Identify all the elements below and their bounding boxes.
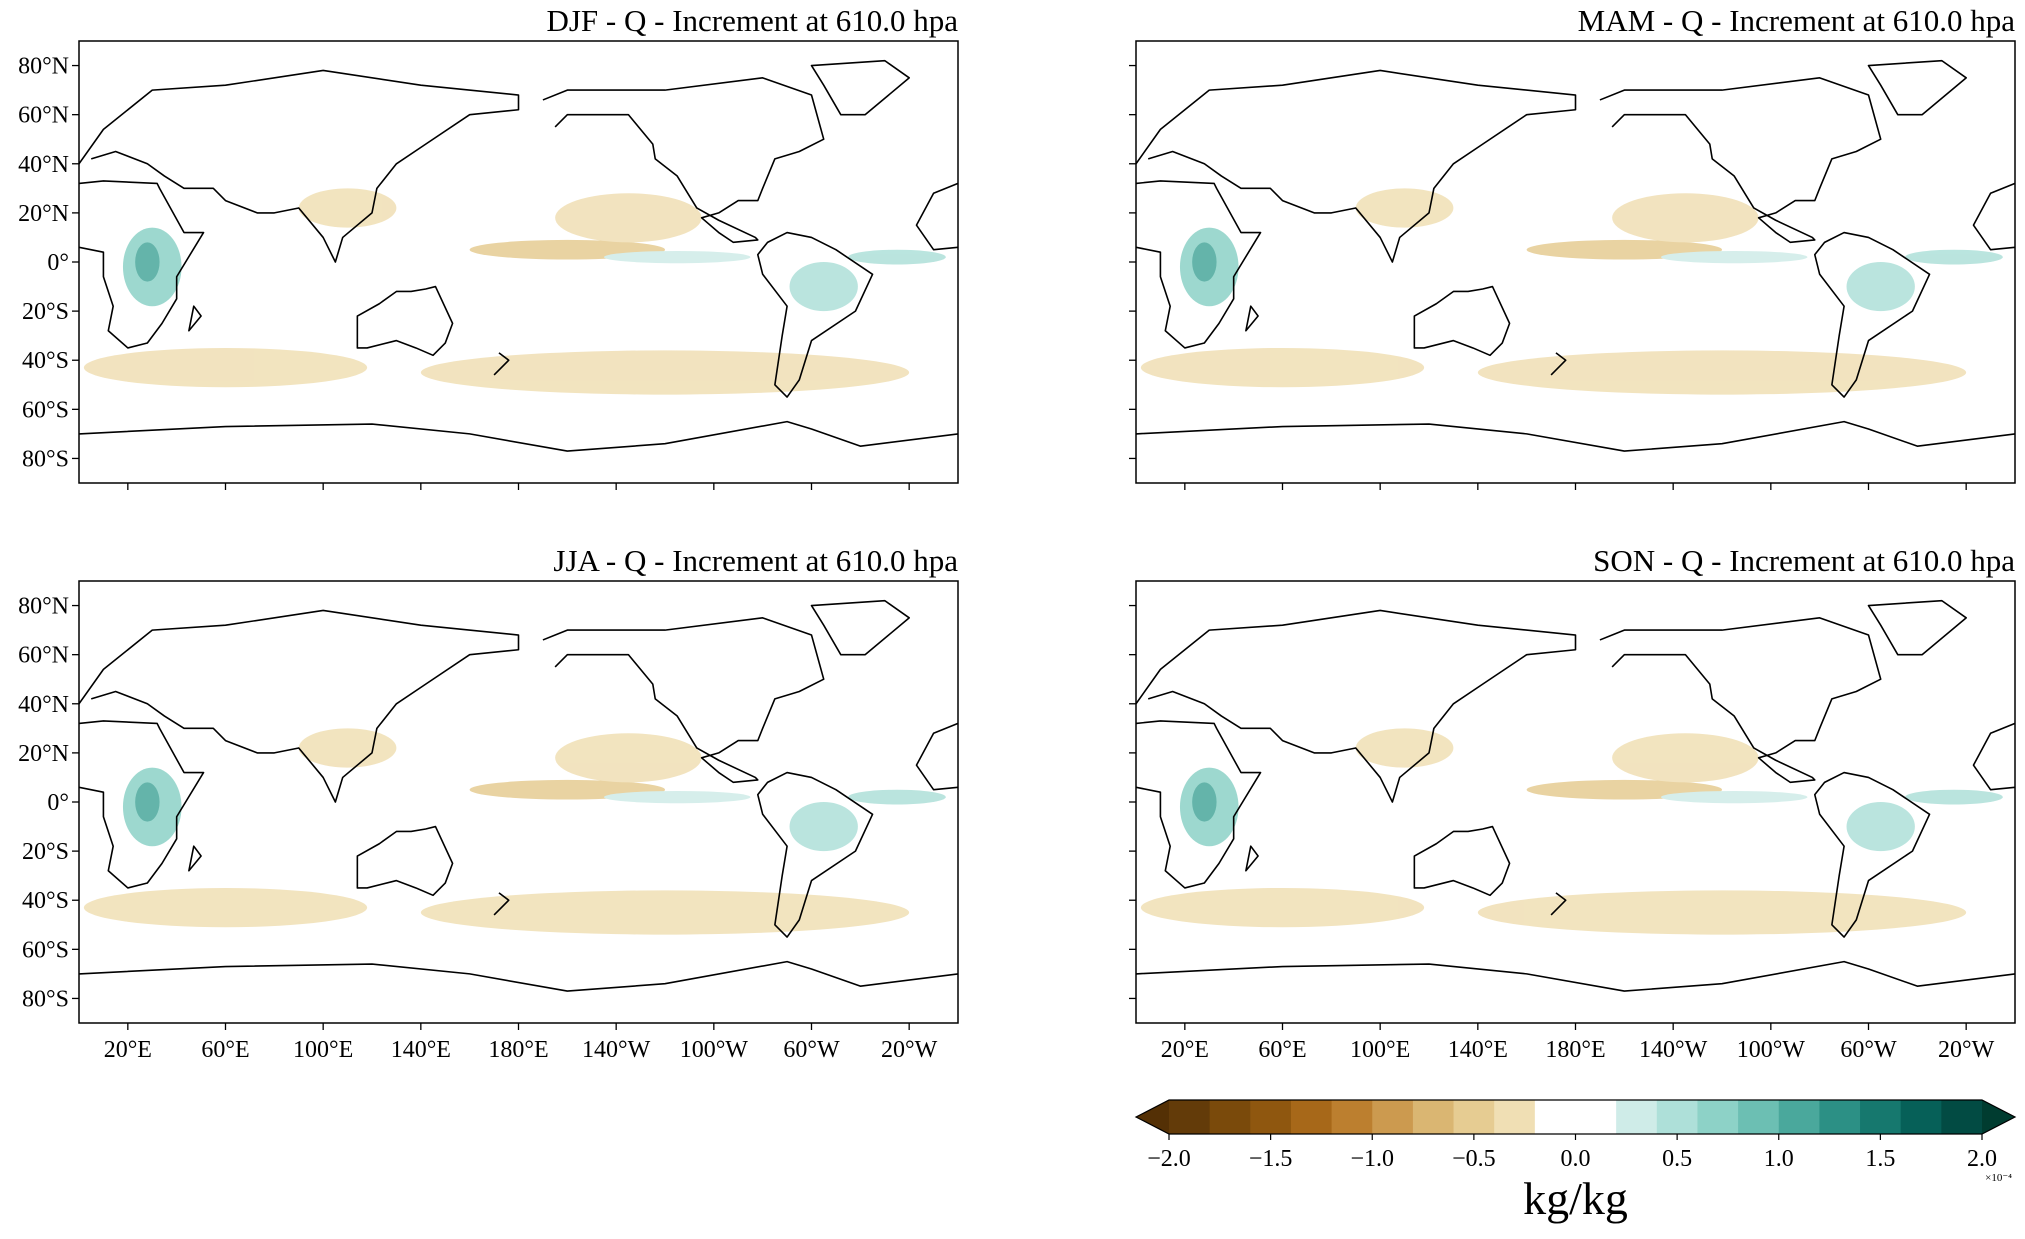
panel-title: DJF - Q - Increment at 610.0 hpa (546, 3, 958, 38)
x-tick-label: 60°W (783, 1037, 840, 1063)
colorbar-segment (1656, 1100, 1698, 1134)
coastlines (1136, 58, 2015, 454)
colorbar-tick-label: 1.0 (1764, 1146, 1794, 1172)
x-tick-label: 140°E (391, 1037, 451, 1063)
y-tick-label: 40°N (18, 152, 69, 178)
x-tick-label: 100°W (1737, 1037, 1806, 1063)
x-tick-label: 100°W (680, 1037, 749, 1063)
map-panel: MAM - Q - Increment at 610.0 hpa (1129, 3, 2016, 490)
colorbar-segment (1494, 1100, 1536, 1134)
y-tick-label: 20°S (22, 839, 69, 865)
y-tick-label: 80°S (22, 446, 69, 472)
colorbar-segment (1331, 1100, 1373, 1134)
colorbar-segment (1738, 1100, 1780, 1134)
x-tick-label: 100°E (293, 1037, 353, 1063)
colorbar-tick-label: 0.0 (1561, 1146, 1591, 1172)
coastlines (79, 598, 958, 994)
y-tick-label: 0° (47, 250, 69, 276)
colorbar-segment (1412, 1100, 1455, 1134)
map (1136, 58, 2015, 454)
colorbar-segment (1941, 1100, 1983, 1134)
colorbar-segment (1290, 1100, 1333, 1134)
coastlines (79, 58, 958, 454)
colorbar-segment (1372, 1100, 1414, 1134)
map (79, 598, 958, 994)
panel-title: JJA - Q - Increment at 610.0 hpa (553, 543, 958, 578)
y-tick-label: 20°N (18, 201, 69, 227)
coastlines (1136, 598, 2015, 994)
colorbar-label: kg/kg (1523, 1173, 1628, 1224)
colorbar-over (1982, 1100, 2015, 1134)
colorbar-segment (1900, 1100, 1942, 1134)
y-tick-label: 20°N (18, 741, 69, 767)
y-tick-label: 80°S (22, 986, 69, 1012)
y-tick-label: 0° (47, 790, 69, 816)
x-tick-label: 60°E (1258, 1037, 1306, 1063)
x-tick-label: 180°E (488, 1037, 548, 1063)
colorbar-segment (1250, 1100, 1292, 1134)
y-tick-label: 60°N (18, 643, 69, 669)
colorbar-segment (1534, 1100, 1576, 1134)
x-tick-label: 60°E (201, 1037, 249, 1063)
x-tick-label: 20°W (881, 1037, 938, 1063)
colorbar-under (1136, 1100, 1169, 1134)
colorbar-segment (1616, 1100, 1658, 1134)
colorbar-tick-label: 2.0 (1967, 1146, 1997, 1172)
colorbar-segment (1453, 1100, 1495, 1134)
x-tick-label: 140°E (1448, 1037, 1508, 1063)
colorbar-segment (1778, 1100, 1820, 1134)
colorbar-segment (1860, 1100, 1902, 1134)
colorbar-tick-label: −0.5 (1452, 1146, 1496, 1172)
colorbar-tick-label: −1.0 (1350, 1146, 1394, 1172)
y-tick-label: 60°N (18, 103, 69, 129)
colorbar-scale-label: ×10⁻⁴ (1985, 1172, 2012, 1184)
map-panel: JJA - Q - Increment at 610.0 hpa 20°E 60°E… (18, 543, 959, 1063)
panel-title: MAM - Q - Increment at 610.0 hpa (1578, 3, 2016, 38)
colorbar-segment (1697, 1100, 1739, 1134)
x-tick-label: 20°W (1938, 1037, 1995, 1063)
colorbar-segment (1169, 1100, 1211, 1134)
x-tick-label: 100°E (1350, 1037, 1410, 1063)
map (1136, 598, 2015, 994)
y-tick-label: 20°S (22, 299, 69, 325)
y-tick-label: 60°S (22, 937, 69, 963)
colorbar-tick-label: −1.5 (1249, 1146, 1293, 1172)
colorbar-tick-label: 1.5 (1865, 1146, 1895, 1172)
x-tick-label: 140°W (582, 1037, 651, 1063)
colorbar-segment (1575, 1100, 1617, 1134)
y-tick-label: 40°S (22, 348, 69, 374)
colorbar: −2.0 −1.5 −1.0 −0.5 0.0 0.5 1.0 1.5 2.0×10⁻⁴ kg/k… (1134, 1099, 2017, 1224)
x-tick-label: 20°E (104, 1037, 152, 1063)
y-tick-label: 80°N (18, 54, 69, 80)
panel-title: SON - Q - Increment at 610.0 hpa (1593, 543, 2015, 578)
y-tick-label: 80°N (18, 594, 69, 620)
x-tick-label: 20°E (1161, 1037, 1209, 1063)
map (79, 58, 958, 454)
colorbar-segment (1819, 1100, 1861, 1134)
x-tick-label: 60°W (1840, 1037, 1897, 1063)
map-panel: DJF - Q - Increment at 610.0 hpa 80°N 60°N… (18, 3, 959, 490)
y-tick-label: 60°S (22, 397, 69, 423)
colorbar-tick-label: −2.0 (1147, 1146, 1191, 1172)
colorbar-segment (1209, 1100, 1251, 1134)
map-panel: SON - Q - Increment at 610.0 hpa 20°E 60°E… (1129, 543, 2016, 1063)
y-tick-label: 40°N (18, 692, 69, 718)
colorbar-tick-label: 0.5 (1662, 1146, 1692, 1172)
y-tick-label: 40°S (22, 888, 69, 914)
x-tick-label: 140°W (1639, 1037, 1708, 1063)
x-tick-label: 180°E (1545, 1037, 1605, 1063)
